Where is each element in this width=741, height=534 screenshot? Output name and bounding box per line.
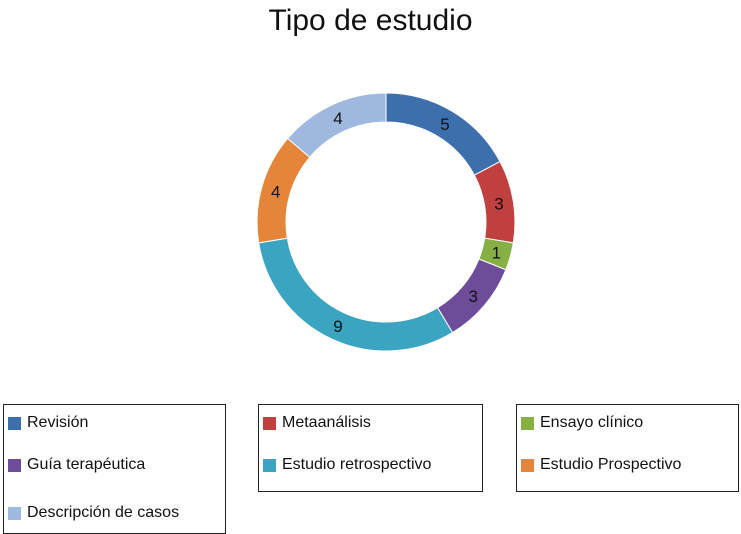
legend-swatch [8,506,21,520]
data-label-2: 3 [494,194,503,213]
legend-item-2: Metaanálisis [263,414,371,432]
data-label-6: 4 [271,182,280,201]
data-label-1: 5 [440,115,449,134]
legend-item-1: Revisión [8,414,88,432]
legend-item-5: Estudio retrospectivo [263,456,431,474]
donut-chart: 5 3 1 3 9 4 4 [256,92,516,352]
legend-label: Estudio retrospectivo [282,456,432,473]
legend-label: Estudio Prospectivo [540,456,682,473]
chart-title: Tipo de estudio [268,4,473,37]
legend-label: Ensayo clínico [540,414,644,431]
legend-item-3: Ensayo clínico [521,414,643,432]
legend-box-3 [516,404,739,492]
data-label-4: 3 [469,287,478,306]
slice-5 [258,237,454,352]
legend-box-2 [258,404,483,492]
data-label-3: 1 [492,244,501,263]
data-label-5: 9 [333,317,342,336]
legend-swatch [8,458,21,472]
slice-6 [256,137,311,244]
legend-swatch [263,416,276,430]
legend-item-7: Descripción de casos [8,504,179,522]
legend-label: Metaanálisis [282,414,371,431]
legend-item-6: Estudio Prospectivo [521,456,681,474]
legend-item-4: Guía terapéutica [8,456,145,474]
legend-label: Revisión [27,414,89,431]
legend-label: Guía terapéutica [27,456,146,473]
data-label-7: 4 [333,109,342,128]
slice-1 [385,92,501,176]
legend-swatch [521,416,534,430]
legend-box-1 [3,404,226,534]
legend-swatch [8,416,21,430]
legend-swatch [521,458,534,472]
slice-7 [286,92,387,158]
legend-swatch [263,458,276,472]
legend-label: Descripción de casos [27,504,180,521]
